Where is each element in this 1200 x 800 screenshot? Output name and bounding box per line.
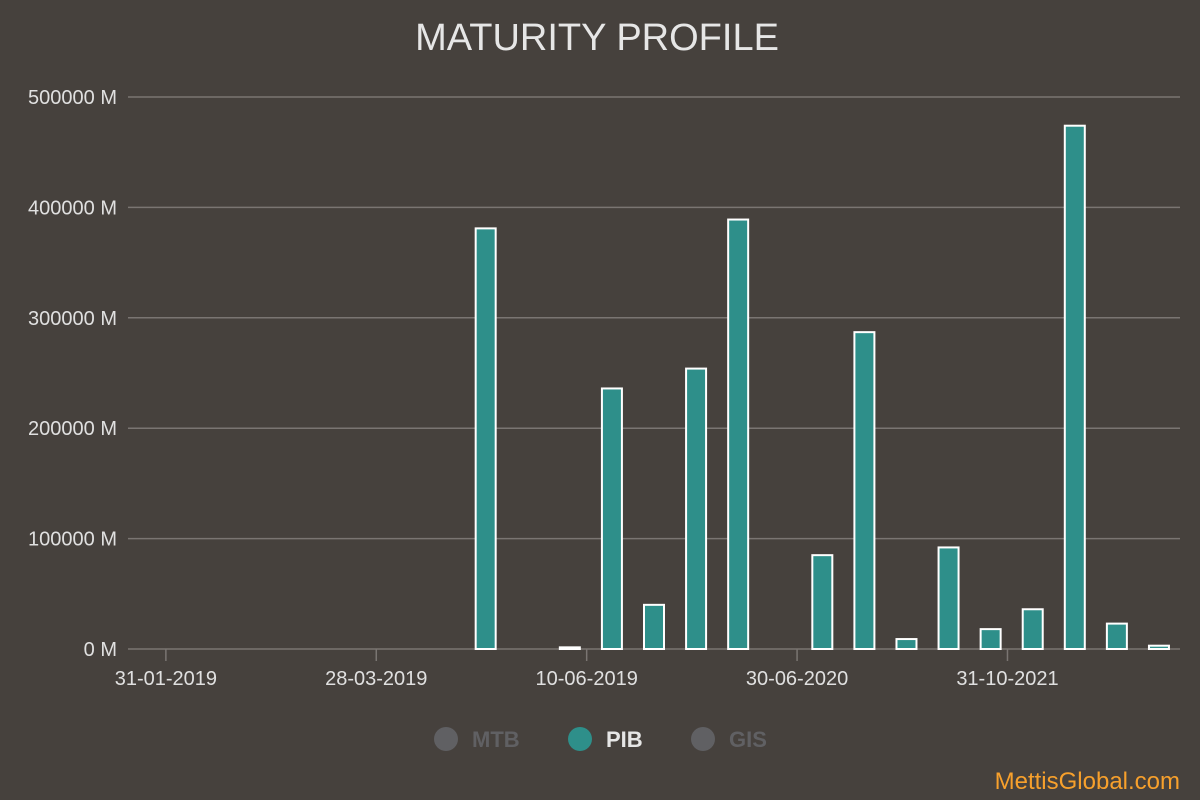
pib-bar[interactable] xyxy=(1063,124,1086,651)
x-axis: 31-01-2019 28-03-2019 10-06-2019 30-06-2020… xyxy=(115,649,1059,690)
pib-bar[interactable] xyxy=(558,646,581,650)
pib-bar[interactable] xyxy=(643,603,665,651)
legend-label: PIB xyxy=(606,727,643,752)
pib-bar[interactable] xyxy=(1105,622,1128,650)
y-tick-label: 0 M xyxy=(84,639,117,661)
y-tick-label: 100000 M xyxy=(28,529,117,551)
pib-bar[interactable] xyxy=(600,387,623,650)
circle-marker-icon xyxy=(691,727,715,751)
circle-marker-icon xyxy=(434,727,458,751)
x-tick-label: 30-06-2020 xyxy=(746,668,848,690)
pib-bar[interactable] xyxy=(937,546,960,651)
pib-bar[interactable] xyxy=(727,218,750,650)
x-tick-label: 10-06-2019 xyxy=(536,668,638,690)
pib-bar[interactable] xyxy=(895,638,918,651)
grid-lines xyxy=(128,96,1180,650)
pib-bar[interactable] xyxy=(1147,644,1170,650)
y-tick-label: 500000 M xyxy=(28,87,117,109)
pib-bar[interactable] xyxy=(1021,608,1044,650)
legend-label: GIS xyxy=(729,727,767,752)
x-tick-label: 28-03-2019 xyxy=(325,668,427,690)
pib-bar[interactable] xyxy=(853,331,876,650)
pib-bar-series[interactable] xyxy=(474,124,1170,651)
pib-bar[interactable] xyxy=(685,367,708,650)
circle-marker-icon xyxy=(568,727,592,751)
y-tick-label: 300000 M xyxy=(28,308,117,330)
x-tick-label: 31-10-2021 xyxy=(956,668,1058,690)
y-tick-label: 200000 M xyxy=(28,418,117,440)
legend-item-gis[interactable]: GIS xyxy=(691,727,767,752)
legend: MTB PIB GIS xyxy=(434,727,767,752)
pib-bar[interactable] xyxy=(811,554,834,650)
pib-bar[interactable] xyxy=(979,628,1002,650)
y-tick-label: 400000 M xyxy=(28,197,117,219)
legend-item-pib[interactable]: PIB xyxy=(568,727,643,752)
mettis-global-credit: MettisGlobal.com xyxy=(995,768,1180,795)
x-tick-label: 31-01-2019 xyxy=(115,668,217,690)
pib-bar[interactable] xyxy=(474,227,497,650)
chart-title: MATURITY PROFILE xyxy=(415,17,779,59)
legend-item-mtb[interactable]: MTB xyxy=(434,727,520,752)
y-axis: 0 M 100000 M 200000 M 300000 M 400000 M 50000… xyxy=(28,87,117,661)
legend-label: MTB xyxy=(472,727,520,752)
